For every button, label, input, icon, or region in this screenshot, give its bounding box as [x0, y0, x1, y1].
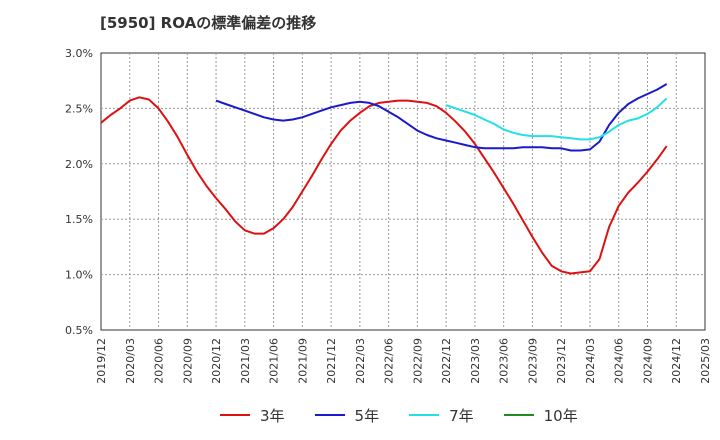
- x-tick-label: 2024/03: [584, 338, 597, 384]
- legend-swatch: [220, 414, 250, 416]
- x-tick-label: 2024/09: [641, 338, 654, 384]
- legend-label: 10年: [543, 406, 578, 425]
- x-tick-label: 2021/12: [325, 338, 338, 384]
- x-tick-label: 2024/06: [613, 338, 626, 384]
- legend-item: 3年: [220, 405, 285, 426]
- legend-item: 10年: [503, 405, 578, 426]
- x-tick-label: 2020/12: [210, 338, 223, 384]
- x-tick-label: 2022/06: [383, 338, 396, 384]
- legend-item: 7年: [409, 405, 474, 426]
- x-tick-label: 2023/12: [555, 338, 568, 384]
- legend-swatch: [503, 414, 534, 416]
- grid-layer: [100, 52, 706, 331]
- y-tick-label: 3.0%: [65, 47, 93, 60]
- x-tick-label: 2022/09: [411, 338, 424, 384]
- legend: 3年 5年 7年 10年: [220, 404, 608, 426]
- x-tick-label: 2020/03: [124, 338, 137, 384]
- x-tick-label: 2019/12: [95, 338, 108, 384]
- legend-item: 5年: [314, 405, 380, 426]
- legend-label: 7年: [449, 406, 474, 425]
- x-tick-label: 2020/06: [153, 338, 166, 384]
- y-tick-label: 0.5%: [65, 324, 93, 337]
- x-tick-label: 2022/03: [354, 338, 367, 384]
- plot-area: [100, 52, 706, 331]
- axis-layer: 0.5% 1.0% 1.5% 2.0% 2.5% 3.0% 2019/12 2020/03 20…: [65, 47, 712, 384]
- legend-swatch: [409, 414, 440, 416]
- x-tick-label: 2023/03: [469, 338, 482, 384]
- x-tick-label: 2024/12: [670, 338, 683, 384]
- y-tick-label: 1.0%: [65, 269, 93, 282]
- x-tick-label: 2023/06: [498, 338, 511, 384]
- legend-label: 3年: [260, 406, 285, 425]
- legend-label: 5年: [354, 406, 380, 425]
- y-tick-label: 1.5%: [65, 213, 93, 226]
- legend-swatch: [314, 414, 345, 416]
- series-line-2: [445, 97, 668, 141]
- series-line-0: [100, 96, 668, 275]
- chart-title: [5950] ROAの標準偏差の推移: [100, 14, 317, 32]
- x-tick-label: 2025/03: [699, 338, 712, 384]
- x-tick-label: 2021/06: [268, 338, 281, 384]
- y-tick-label: 2.0%: [65, 158, 93, 171]
- x-tick-label: 2023/09: [526, 338, 539, 384]
- x-tick-label: 2021/09: [296, 338, 309, 384]
- x-tick-label: 2020/09: [181, 338, 194, 384]
- x-tick-label: 2022/12: [440, 338, 453, 384]
- series-line-1: [215, 83, 668, 152]
- y-tick-label: 2.5%: [65, 102, 93, 115]
- series-layer: [100, 83, 668, 275]
- x-tick-label: 2021/03: [239, 338, 252, 384]
